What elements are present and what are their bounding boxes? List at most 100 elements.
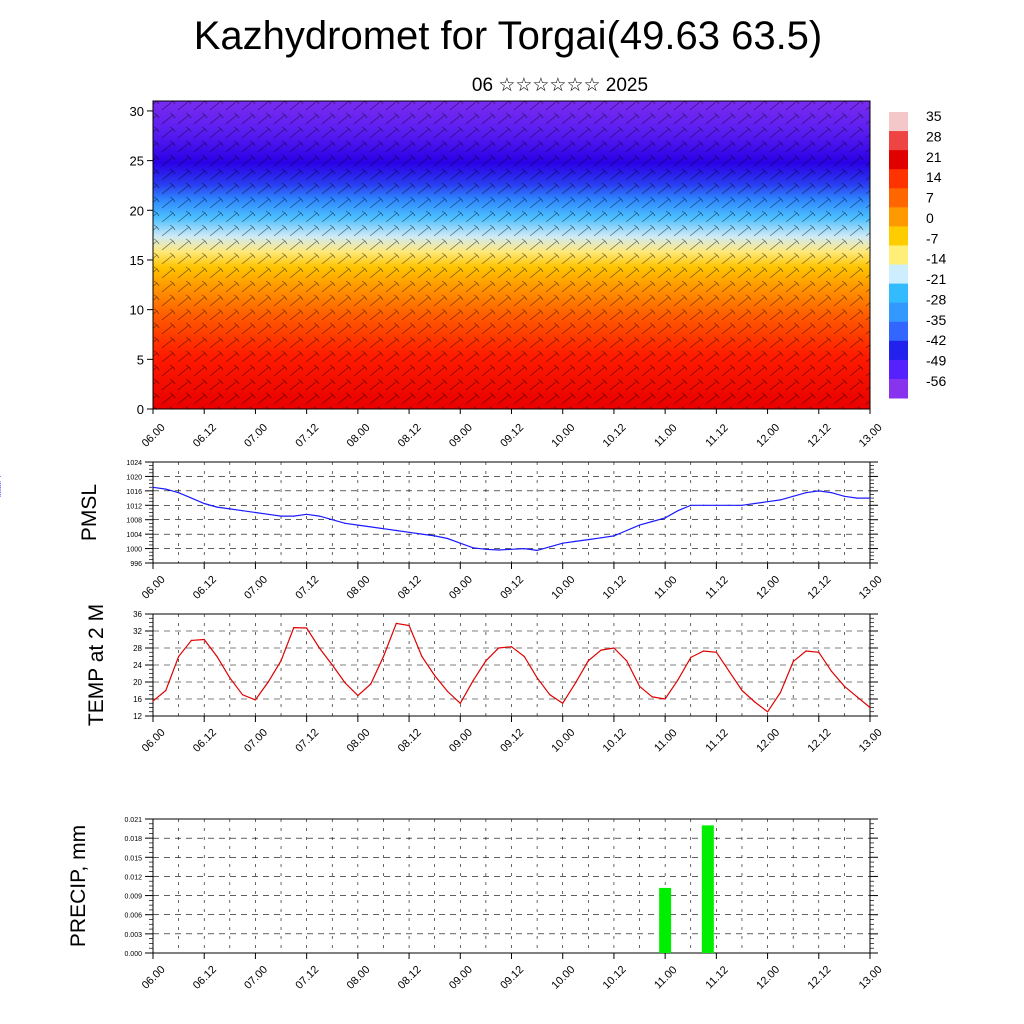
colorbar-label: 0 <box>926 210 934 226</box>
x-tick-label: 07.12 <box>293 574 321 602</box>
data-point <box>459 702 461 704</box>
colorbar-label: -42 <box>926 332 946 348</box>
y-tick-label: 25 <box>130 154 144 169</box>
data-point <box>664 517 666 519</box>
data-point <box>498 647 500 649</box>
y-tick-label: 30 <box>130 104 144 119</box>
pmsl-panel: 996 1000 1004 1008 1012 1016 1020 1024 06.00 06.1… <box>0 460 885 602</box>
precip-bar <box>659 887 672 953</box>
data-point <box>178 655 180 658</box>
data-point <box>600 649 602 651</box>
x-tick-label: 11.12 <box>703 574 730 601</box>
cross-section-panel: 0 5 10 15 20 25 30 06.00 06.12 07.00 07.12 08.00 08.… <box>130 100 946 450</box>
x-tick-label: 13.00 <box>857 574 885 602</box>
data-point <box>344 682 346 684</box>
data-point <box>0 483 1 485</box>
y-tick-label: 20 <box>133 678 142 687</box>
colorbar-segment <box>889 378 908 399</box>
data-point <box>152 700 154 702</box>
colorbar-label: -28 <box>926 291 946 307</box>
data-point <box>318 515 321 517</box>
colorbar-segment <box>889 264 908 285</box>
x-tick-label: 08.12 <box>396 574 424 602</box>
y-axis-title: TEMP at 2 M <box>85 604 108 726</box>
data-point <box>574 682 577 684</box>
data-point <box>510 646 513 648</box>
data-point <box>613 535 615 537</box>
x-tick-label: 07.12 <box>293 422 321 450</box>
data-point <box>485 548 487 550</box>
data-point <box>485 660 487 662</box>
data-point <box>0 475 1 478</box>
data-point <box>805 650 807 652</box>
data-point <box>293 627 295 629</box>
temp-series-line <box>152 622 871 713</box>
x-tick-label: 07.00 <box>242 574 270 602</box>
data-point <box>0 488 1 490</box>
x-tick-label: 10.00 <box>549 574 577 602</box>
x-tick-label: 09.12 <box>498 422 526 450</box>
data-point <box>805 492 807 494</box>
data-point <box>523 547 525 550</box>
x-tick-label: 10.12 <box>601 964 629 992</box>
data-point <box>0 484 1 487</box>
y-tick-label: 0.015 <box>124 855 142 862</box>
x-tick-label: 07.12 <box>293 964 321 992</box>
data-point <box>472 680 474 682</box>
x-tick-label: 08.12 <box>396 964 424 992</box>
x-tick-label: 06.00 <box>140 727 168 755</box>
data-point <box>818 490 820 492</box>
colorbar-label: -21 <box>926 271 946 287</box>
data-point <box>830 492 833 494</box>
data-point <box>715 504 717 506</box>
x-tick-label: 11.00 <box>652 964 679 991</box>
data-point <box>754 701 756 703</box>
data-point <box>626 660 628 662</box>
data-point <box>869 706 871 709</box>
data-point <box>446 690 449 692</box>
x-tick-label: 13.00 <box>857 964 885 992</box>
colorbar-label: -56 <box>926 373 946 389</box>
data-point <box>702 650 705 652</box>
data-point <box>216 655 218 658</box>
colorbar-label: -49 <box>926 353 946 369</box>
colorbar-label: 7 <box>926 190 934 206</box>
data-point <box>267 681 269 683</box>
data-point <box>229 508 231 510</box>
x-tick-label: 11.00 <box>652 574 679 601</box>
data-point <box>370 526 372 528</box>
data-point <box>562 542 564 544</box>
x-tick-label: 08.12 <box>396 422 424 450</box>
data-point <box>0 481 1 483</box>
data-point <box>510 548 513 550</box>
data-point <box>280 660 282 662</box>
data-point <box>702 504 705 506</box>
colorbar-label: -14 <box>926 251 946 267</box>
y-tick-label: 36 <box>133 610 142 619</box>
data-point <box>830 670 833 672</box>
data-point <box>306 627 308 629</box>
colorbar-segment <box>889 150 908 170</box>
x-tick-label: 11.12 <box>703 964 730 991</box>
data-point <box>190 639 193 641</box>
y-tick-label: 0.012 <box>124 874 142 881</box>
plot-frame <box>152 461 871 564</box>
y-tick-label: 32 <box>133 627 142 636</box>
x-tick-label: 10.12 <box>601 422 629 450</box>
data-point <box>779 499 781 501</box>
y-tick-label: 0.018 <box>124 836 142 843</box>
data-point <box>331 664 333 666</box>
y-tick-label: 0.003 <box>124 932 142 939</box>
colorbar-label: -35 <box>926 312 946 328</box>
data-point <box>0 493 1 496</box>
data-point <box>664 698 666 700</box>
x-tick-label: 08.00 <box>345 964 373 992</box>
temperature-panel: 12 16 20 24 28 32 36 06.00 06.12 07.00 07.12 08.00 0… <box>85 604 885 755</box>
data-point <box>459 542 461 544</box>
data-point <box>792 495 794 497</box>
x-tick-label: 10.00 <box>549 727 577 755</box>
data-point <box>472 547 474 549</box>
data-point <box>638 524 641 526</box>
colorbar-segment <box>889 283 908 304</box>
colorbar-segment <box>889 207 908 227</box>
